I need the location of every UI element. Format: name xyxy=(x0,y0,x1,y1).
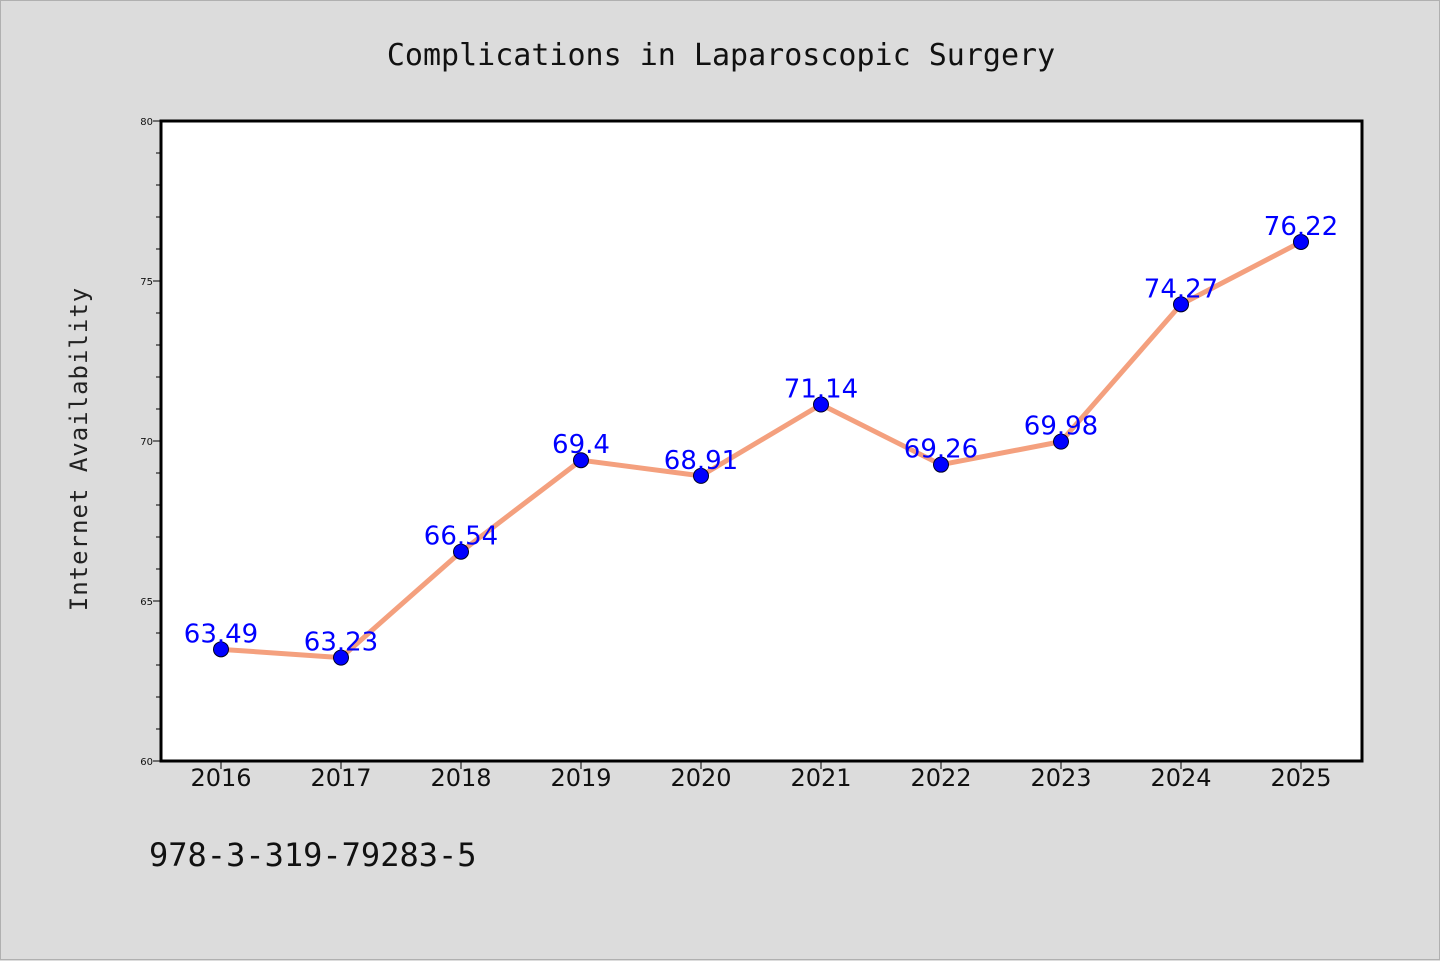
data-label: 71.14 xyxy=(784,375,858,405)
data-labels-group: 63.49 63.23 66.54 69.4 68.91 71.14 69.26 69.98 7… xyxy=(184,212,1338,658)
x-tick-label: 2024 xyxy=(1150,764,1211,792)
y-tick-label: 70 xyxy=(140,437,153,448)
data-label: 69.98 xyxy=(1024,412,1098,442)
data-point xyxy=(1293,233,1309,250)
data-point xyxy=(453,543,469,560)
data-point xyxy=(933,456,949,473)
data-point xyxy=(333,649,349,666)
series-line xyxy=(218,239,1304,661)
x-tick-label: 2025 xyxy=(1270,764,1331,792)
x-tick-label: 2018 xyxy=(430,764,491,792)
data-label: 69.4 xyxy=(552,430,610,460)
data-point xyxy=(813,396,829,413)
chart-title: Complications in Laparoscopic Surgery xyxy=(387,38,1055,73)
data-label: 74.27 xyxy=(1144,274,1218,304)
data-label: 76.22 xyxy=(1264,212,1338,242)
footer-code: 978-3-319-79283-5 xyxy=(149,836,477,874)
plot-border xyxy=(159,119,1364,763)
x-tick-label: 2023 xyxy=(1030,764,1091,792)
series-markers-group xyxy=(213,233,1309,666)
data-label: 68.91 xyxy=(664,446,738,476)
data-label: 69.26 xyxy=(904,435,978,465)
x-tick-label: 2017 xyxy=(310,764,371,792)
data-label: 63.23 xyxy=(304,628,378,658)
data-point xyxy=(693,467,709,484)
series-line-group xyxy=(218,239,1304,661)
x-tick-label: 2016 xyxy=(190,764,251,792)
y-axis-label: Internet Availability xyxy=(65,287,93,611)
y-tick-label: 80 xyxy=(140,117,153,128)
y-tick-label: 75 xyxy=(140,277,153,288)
x-axis: 2016 2017 2018 2019 2020 2021 2022 2023 2024 2025 xyxy=(190,761,1332,792)
data-point xyxy=(1053,433,1069,450)
data-point xyxy=(213,641,229,658)
data-point xyxy=(573,452,589,469)
x-tick-label: 2022 xyxy=(910,764,971,792)
data-label: 63.49 xyxy=(184,619,258,649)
x-tick-label: 2021 xyxy=(790,764,851,792)
x-tick-label: 2020 xyxy=(670,764,731,792)
data-point xyxy=(1173,296,1189,313)
x-tick-label: 2019 xyxy=(550,764,611,792)
y-tick-label: 65 xyxy=(140,597,153,608)
y-axis: 60 65 70 75 80 xyxy=(140,117,161,768)
y-tick-label: 60 xyxy=(140,757,153,768)
data-label: 66.54 xyxy=(424,522,498,552)
